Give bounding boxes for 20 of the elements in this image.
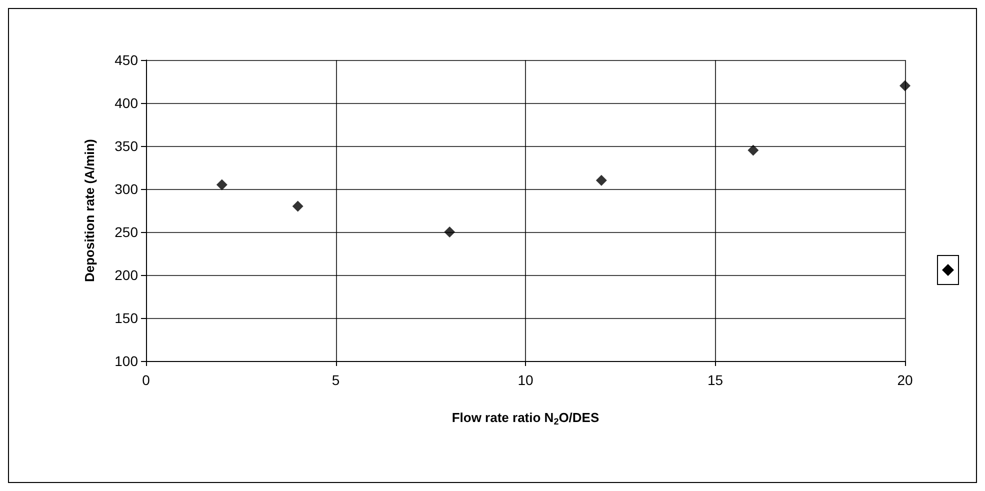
x-tick-label: 10 bbox=[518, 372, 534, 388]
x-tick-label: 0 bbox=[142, 372, 150, 388]
point bbox=[748, 144, 759, 156]
point bbox=[216, 179, 228, 190]
y-tick-label: 100 bbox=[114, 353, 138, 369]
point bbox=[292, 200, 304, 212]
y-tick-label: 350 bbox=[114, 138, 138, 154]
point bbox=[444, 226, 456, 238]
y-tick-label: 150 bbox=[114, 310, 138, 326]
point bbox=[596, 174, 607, 186]
y-tick-label: 400 bbox=[114, 95, 138, 111]
x-tick-label: 15 bbox=[707, 372, 724, 388]
x-tick-label: 5 bbox=[332, 372, 340, 388]
point bbox=[900, 80, 910, 92]
y-tick-label: 300 bbox=[114, 181, 138, 197]
y-tick-label: 250 bbox=[114, 224, 138, 240]
x-tick-label: 20 bbox=[897, 372, 913, 388]
y-tick-label: 200 bbox=[114, 267, 138, 283]
y-axis-title: Deposition rate (A/min) bbox=[82, 138, 97, 282]
y-tick-label: 450 bbox=[114, 52, 138, 68]
